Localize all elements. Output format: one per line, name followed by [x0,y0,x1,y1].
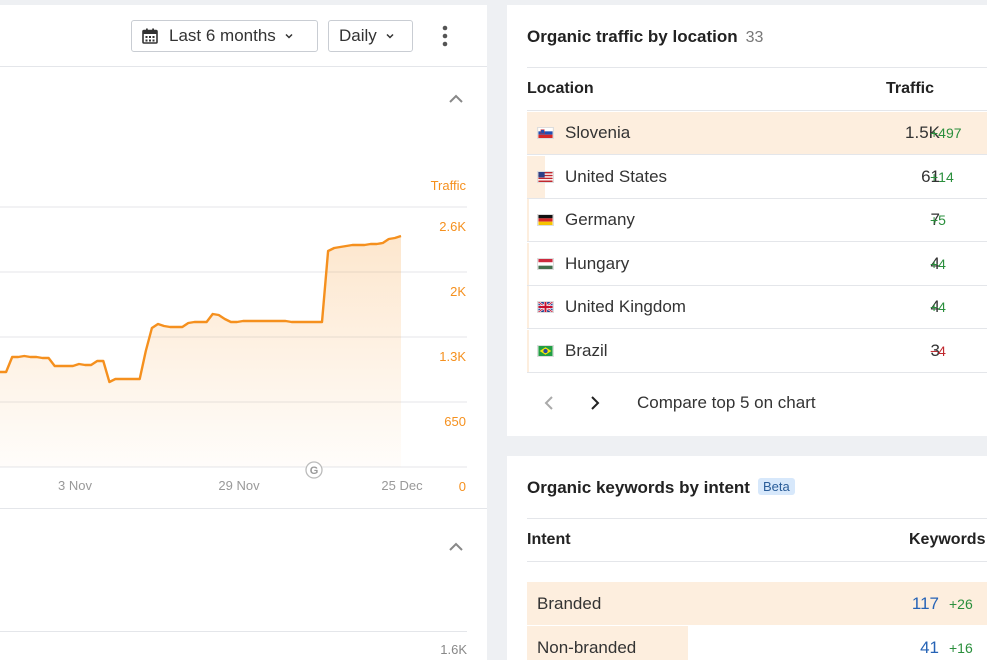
traffic-share-bar [527,329,529,372]
traffic-share-bar [527,155,545,198]
keywords-delta: +16 [949,639,973,656]
pager: Compare top 5 on chart [527,393,816,413]
y-tick-label: 2K [450,284,466,299]
secondary-chart-section: 1.6K [0,510,487,660]
flag-br-icon [537,344,554,357]
keywords-delta: +26 [949,595,973,612]
location-name[interactable]: Hungary [565,253,630,273]
card-title: Organic keywords by intent Beta [527,478,795,498]
location-row[interactable]: Brazil 3 −4 [527,329,987,373]
beta-badge: Beta [757,478,795,495]
traffic-value: 61 [921,166,940,186]
chevron-down-icon [285,33,293,39]
chart-toolbar: Last 6 months Daily [0,5,487,67]
chevron-up-icon[interactable] [448,542,464,552]
chevron-up-icon[interactable] [448,94,464,104]
y-tick-label: 650 [444,414,466,429]
google-update-marker[interactable]: G [305,461,323,479]
y-tick-label: 1.6K [440,642,467,657]
traffic-value: 4 [930,253,940,273]
traffic-share-bar [527,242,529,285]
grid-line [0,631,467,632]
traffic-chart: Traffic 0 650 1.3K 2K 2.6K 3 Nov 29 Nov 25 Dec… [0,67,487,509]
google-update-label: G [310,465,319,477]
traffic-value: 3 [930,340,940,360]
x-tick-label: 3 Nov [58,478,92,493]
intent-card-title: Organic keywords by intent [527,478,750,497]
traffic-delta: +4 [930,299,946,315]
location-name[interactable]: United States [565,166,668,186]
keywords-share-bar [527,626,688,660]
col-keywords[interactable]: Keywords [909,531,986,548]
location-card: Organic traffic by location 33 Location T… [507,5,987,436]
traffic-value: 4 [930,297,940,316]
flag-si-icon [537,127,554,139]
traffic-delta: +4 [930,255,946,272]
location-row[interactable]: Slovenia 1.5K +497 [527,112,987,155]
x-tick-label: 25 Dec [381,478,423,493]
chevron-left-icon[interactable] [543,395,555,411]
traffic-area [0,236,401,467]
y-tick-label: 1.3K [439,349,466,364]
traffic-delta: +497 [930,125,962,141]
traffic-line [0,234,402,384]
col-intent[interactable]: Intent [527,531,571,548]
kebab-icon[interactable] [441,24,449,48]
location-row[interactable]: Germany 7 +5 [527,199,987,242]
intent-card: Organic keywords by intent Beta Intent Ke… [507,456,987,660]
granularity-label: Daily [339,26,377,45]
traffic-delta: −4 [930,342,946,359]
intent-name: Branded [537,593,602,613]
traffic-panel: Last 6 months Daily Traffic 0 650 1.3K 2K 2.… [0,5,487,660]
y-tick-label: 0 [459,479,466,494]
location-row[interactable]: United States 61 +14 [527,155,987,199]
keywords-value[interactable]: 41 [920,637,939,657]
location-count: 33 [745,29,764,46]
calendar-icon [142,28,158,44]
y-tick-label: 2.6K [439,219,466,234]
y-axis-label: Traffic [431,178,467,193]
col-traffic[interactable]: Traffic [886,80,935,97]
traffic-share-bar [527,286,529,328]
keywords-value[interactable]: 117 [911,593,939,613]
traffic-share-bar [527,112,987,154]
flag-gb-icon [537,301,554,313]
date-range-label: Last 6 months [169,26,276,45]
intent-row[interactable]: Non-branded 41 +16 [527,626,987,660]
compare-top5-link[interactable]: Compare top 5 on chart [637,393,816,412]
chevron-down-icon [386,33,394,39]
traffic-value: 7 [930,210,940,229]
keywords-share-bar [527,582,987,625]
location-name[interactable]: United Kingdom [565,297,686,316]
location-name[interactable]: Germany [565,210,635,229]
location-table-header: Location Traffic [527,67,987,111]
location-row[interactable]: United Kingdom 4 +4 [527,286,987,329]
intent-row[interactable]: Branded 117 +26 [527,582,987,625]
traffic-delta: +5 [930,212,946,228]
traffic-delta: +14 [930,168,954,185]
chevron-right-icon[interactable] [589,395,601,411]
intent-table-header: Intent Keywords [527,518,987,562]
traffic-value: 1.5K [905,123,940,142]
intent-name: Non-branded [537,637,637,657]
traffic-share-bar [527,199,529,241]
location-name[interactable]: Brazil [565,340,608,360]
location-name[interactable]: Slovenia [565,123,631,142]
flag-hu-icon [537,257,554,270]
col-location[interactable]: Location [527,80,594,97]
location-card-title: Organic traffic by location [527,27,738,46]
x-tick-label: 29 Nov [218,478,260,493]
card-title: Organic traffic by location 33 [527,27,763,47]
location-row[interactable]: Hungary 4 +4 [527,242,987,286]
date-range-button[interactable]: Last 6 months [131,20,318,52]
flag-us-icon [537,170,554,183]
granularity-button[interactable]: Daily [328,20,413,52]
flag-de-icon [537,214,554,226]
traffic-area-chart: Traffic 0 650 1.3K 2K 2.6K 3 Nov 29 Nov 25 Dec… [0,178,467,494]
